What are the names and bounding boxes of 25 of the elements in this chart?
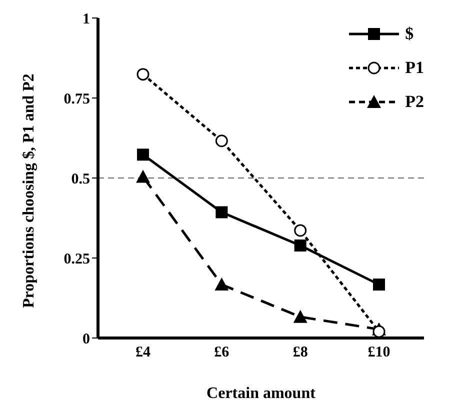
point	[137, 148, 149, 161]
point	[214, 278, 229, 291]
x-tick-label: £8	[292, 344, 308, 361]
y-tick-label: 0	[82, 331, 90, 348]
y-tick-label: 0.25	[64, 251, 90, 268]
point	[216, 206, 228, 218]
point	[293, 310, 308, 323]
point	[294, 240, 306, 252]
x-tick-label: £4	[136, 344, 151, 361]
y-axis-title: Proportions choosing $, P1 and P2	[20, 74, 38, 308]
y-tick-label: 0.5	[71, 171, 90, 188]
legend-label: P1	[405, 58, 424, 78]
y-tick-label: 0.75	[64, 91, 90, 108]
point	[136, 68, 150, 81]
legend-label: $	[405, 24, 414, 44]
x-tick-label: £10	[368, 344, 390, 361]
y-tick-label: 1	[82, 11, 90, 28]
x-axis-title: Certain amount	[206, 385, 316, 402]
point	[294, 224, 307, 237]
point	[215, 134, 228, 148]
x-tick-label: £6	[214, 344, 230, 361]
legend-label: P2	[405, 92, 424, 112]
point	[372, 325, 386, 338]
point	[136, 170, 150, 183]
point	[373, 278, 385, 291]
